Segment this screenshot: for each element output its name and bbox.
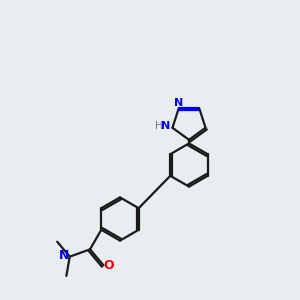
Text: N: N bbox=[161, 121, 170, 131]
Text: N: N bbox=[174, 98, 183, 108]
Text: H: H bbox=[155, 121, 163, 131]
Text: N: N bbox=[59, 249, 70, 262]
Text: O: O bbox=[103, 259, 114, 272]
